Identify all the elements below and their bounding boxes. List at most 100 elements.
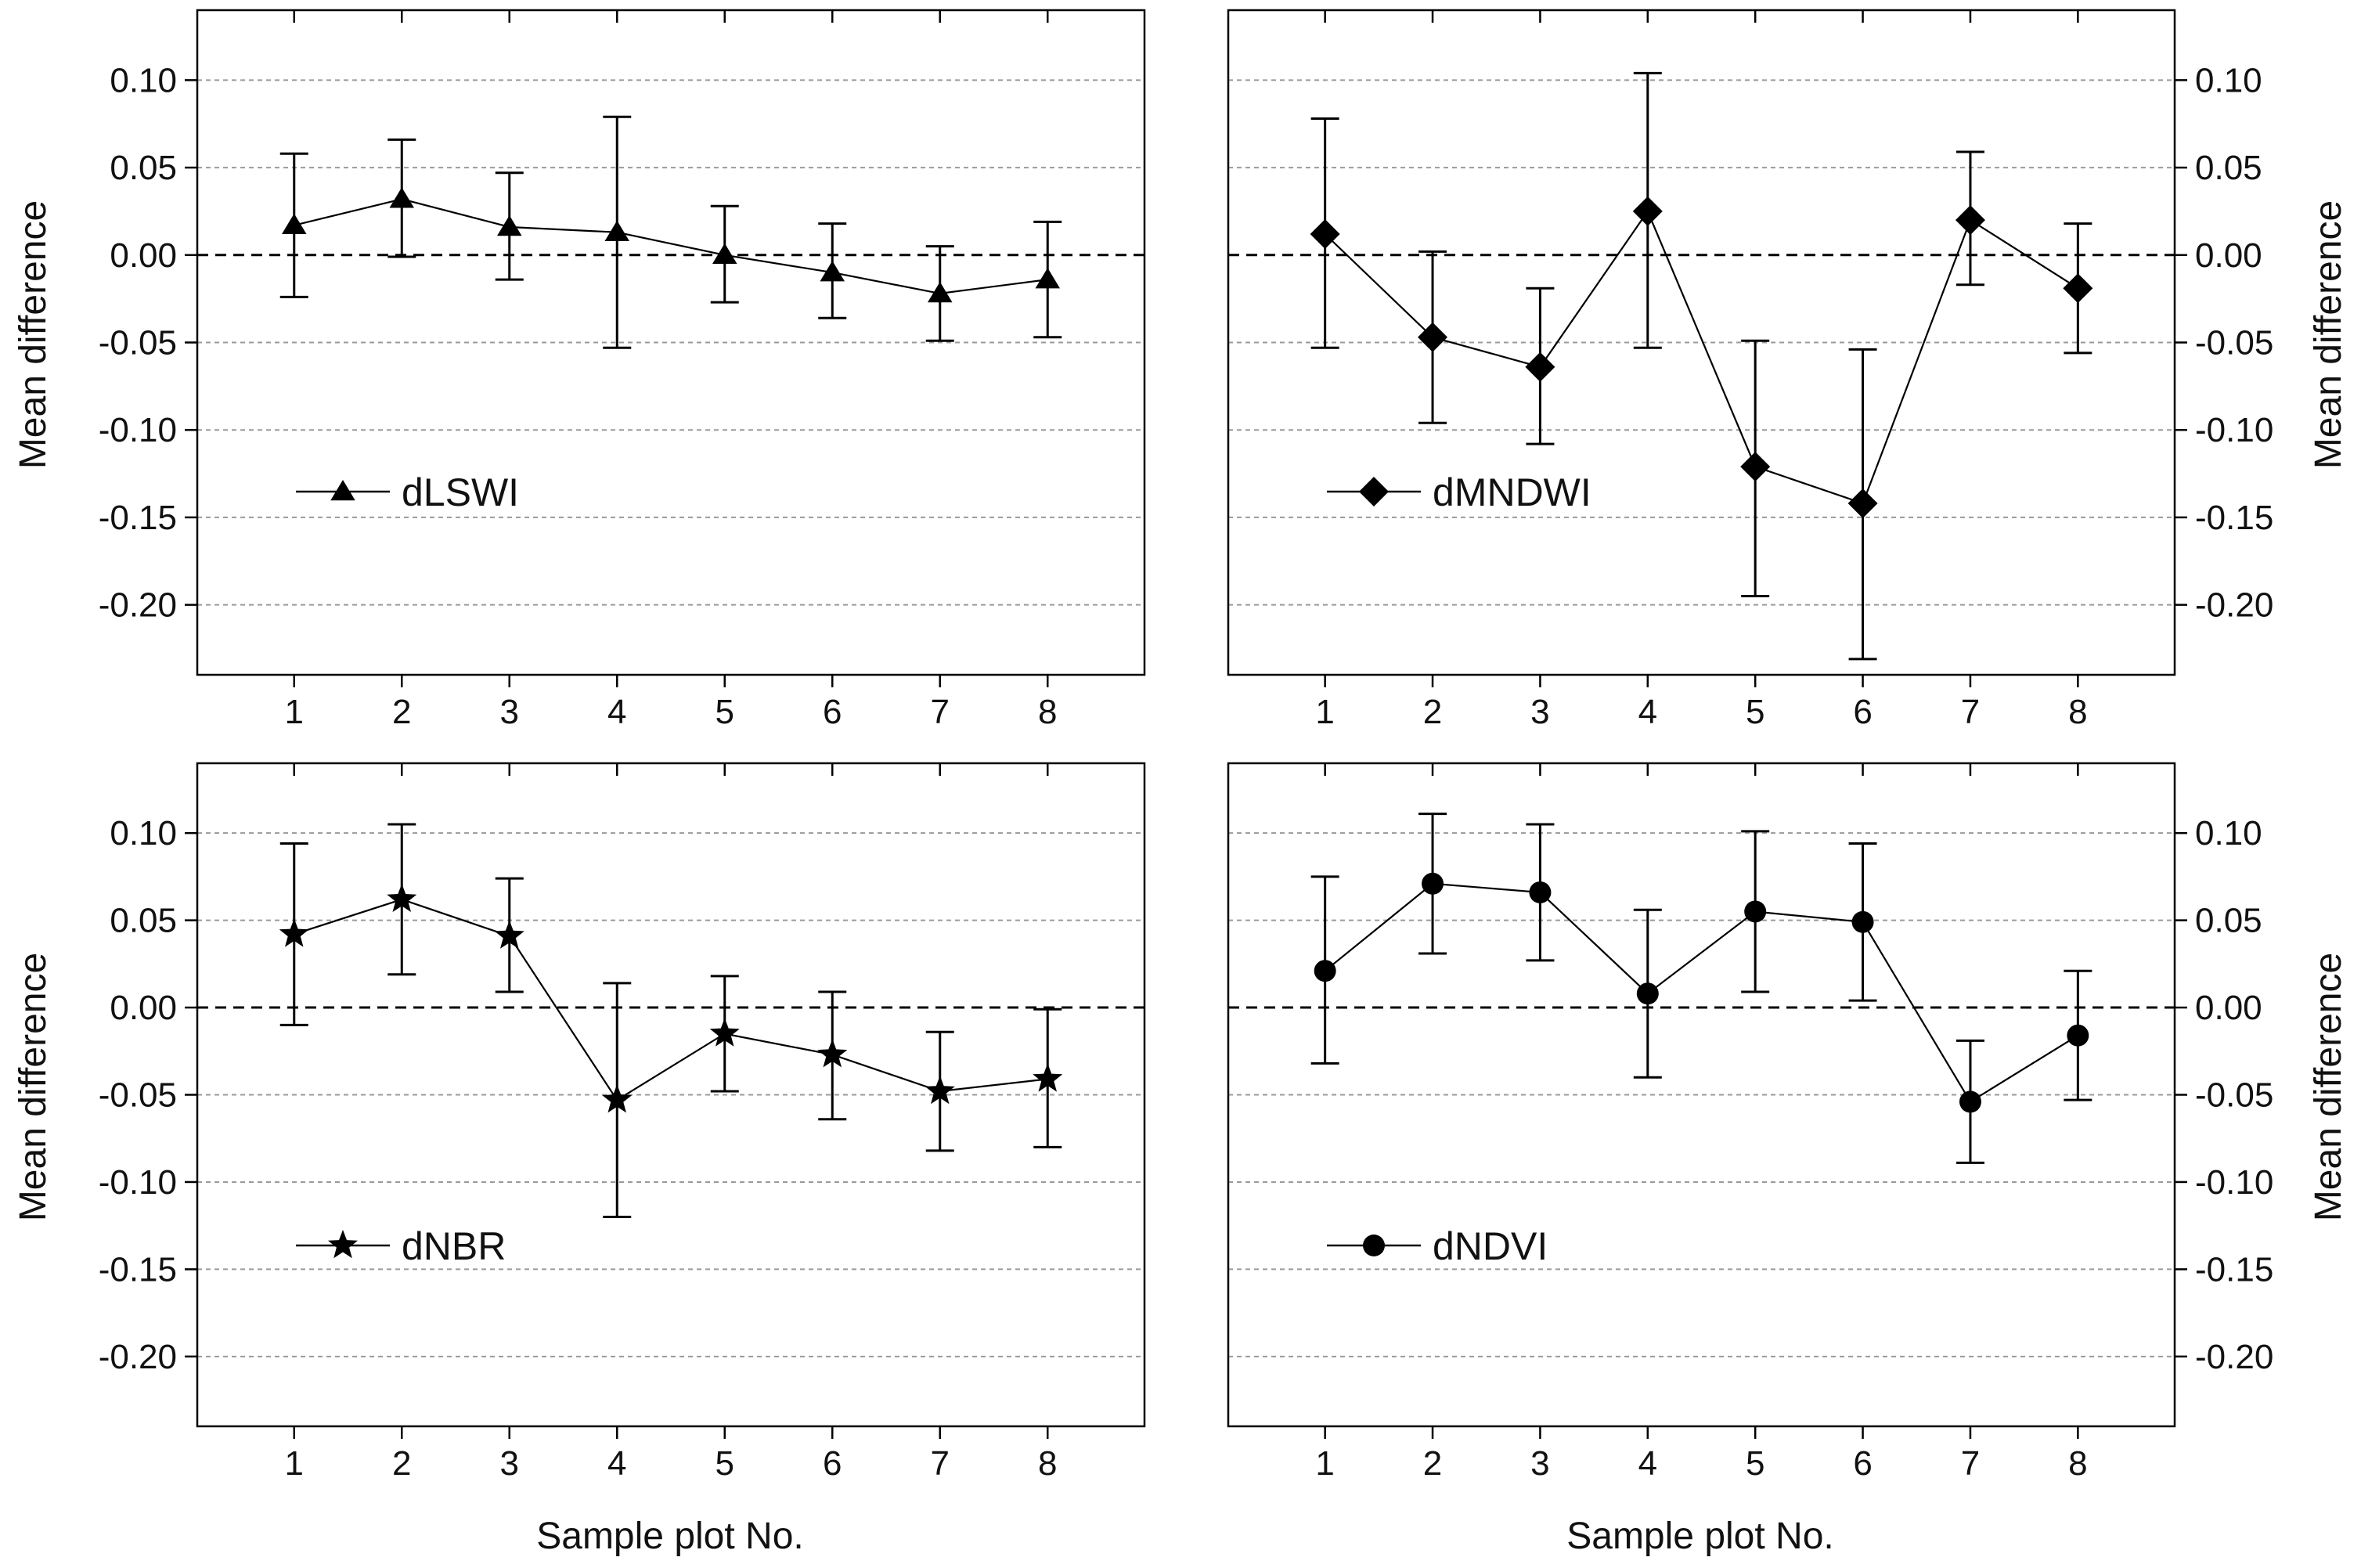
x-tick-label: 2 bbox=[392, 693, 411, 731]
data-point bbox=[389, 187, 414, 208]
data-point bbox=[604, 220, 629, 241]
y-tick-label: -0.10 bbox=[2195, 1163, 2273, 1202]
legend-marker bbox=[330, 480, 355, 501]
x-tick-label: 5 bbox=[716, 1444, 734, 1483]
y-tick-label: -0.15 bbox=[2195, 1250, 2273, 1289]
y-axis-title: Mean difference bbox=[2308, 953, 2349, 1221]
y-axis-title: Mean difference bbox=[2308, 200, 2349, 469]
data-point bbox=[497, 215, 522, 236]
x-axis-title-left: Sample plot No. bbox=[536, 1516, 804, 1557]
data-point bbox=[1632, 196, 1663, 226]
x-tick-label: 1 bbox=[285, 693, 304, 731]
y-tick-label: 0.00 bbox=[110, 236, 177, 275]
x-tick-label: 4 bbox=[1638, 1444, 1657, 1483]
y-tick-label: 0.05 bbox=[110, 902, 177, 940]
x-tick-label: 8 bbox=[1038, 1444, 1057, 1483]
y-tick-label: -0.20 bbox=[99, 1338, 177, 1376]
y-axis-title: Mean difference bbox=[13, 953, 54, 1221]
y-tick-label: 0.00 bbox=[2195, 236, 2262, 275]
data-point bbox=[1740, 452, 1771, 482]
x-tick-label: 1 bbox=[1315, 1444, 1334, 1483]
y-tick-label: -0.20 bbox=[2195, 586, 2273, 625]
data-point bbox=[1035, 268, 1060, 289]
x-tick-label: 7 bbox=[1961, 693, 1980, 731]
x-tick-label: 5 bbox=[1746, 693, 1764, 731]
data-point bbox=[1422, 872, 1444, 895]
data-point bbox=[2067, 1024, 2089, 1047]
legend-marker bbox=[1363, 1235, 1385, 1256]
legend-label: dNDVI bbox=[1433, 1224, 1548, 1268]
x-tick-label: 4 bbox=[607, 693, 626, 731]
x-tick-label: 1 bbox=[1315, 693, 1334, 731]
data-point bbox=[1851, 910, 1874, 933]
x-tick-label: 5 bbox=[716, 693, 734, 731]
chart-panel-bottom-left: 0.10 0.05 0.00 -0.05 -0.10 -0.15 -0.20 1 2 3 4 5 6 7 8… bbox=[13, 762, 1146, 1483]
y-tick-label: -0.20 bbox=[2195, 1338, 2273, 1376]
y-tick-label: -0.10 bbox=[99, 411, 177, 449]
x-tick-label: 6 bbox=[823, 693, 842, 731]
y-axis-title: Mean difference bbox=[13, 200, 54, 469]
data-point bbox=[820, 261, 845, 282]
data-point bbox=[1529, 881, 1552, 903]
data-point bbox=[712, 243, 737, 265]
x-tick-label: 8 bbox=[2068, 693, 2087, 731]
data-point bbox=[1525, 351, 1555, 382]
y-tick-label: 0.00 bbox=[2195, 989, 2262, 1027]
y-tick-label: -0.05 bbox=[2195, 1076, 2273, 1115]
y-tick-label: 0.05 bbox=[2195, 149, 2262, 187]
x-tick-label: 6 bbox=[823, 1444, 842, 1483]
data-point bbox=[1314, 960, 1336, 982]
y-tick-label: 0.10 bbox=[110, 814, 177, 852]
y-tick-label: -0.10 bbox=[2195, 411, 2273, 449]
x-tick-label: 6 bbox=[1853, 693, 1872, 731]
legend: dNBR bbox=[296, 1224, 506, 1268]
y-tick-label: 0.05 bbox=[110, 149, 177, 187]
y-tick-label: 0.05 bbox=[2195, 902, 2262, 940]
y-tick-label: -0.15 bbox=[2195, 499, 2273, 537]
y-tick-label: -0.10 bbox=[99, 1163, 177, 1202]
x-tick-label: 4 bbox=[607, 1444, 626, 1483]
x-tick-label: 3 bbox=[500, 1444, 519, 1483]
y-tick-label: -0.15 bbox=[99, 499, 177, 537]
legend-marker bbox=[1359, 477, 1389, 506]
x-tick-label: 7 bbox=[931, 1444, 950, 1483]
legend-label: dMNDWI bbox=[1433, 470, 1591, 514]
data-point bbox=[817, 1039, 848, 1068]
x-tick-label: 7 bbox=[1961, 1444, 1980, 1483]
legend-label: dLSWI bbox=[402, 470, 519, 514]
y-tick-label: -0.05 bbox=[99, 324, 177, 362]
x-tick-label: 3 bbox=[1530, 693, 1549, 731]
x-tick-label: 2 bbox=[1423, 693, 1442, 731]
x-tick-label: 8 bbox=[1038, 693, 1057, 731]
legend-label: dNBR bbox=[402, 1224, 506, 1268]
data-point bbox=[279, 918, 309, 947]
legend: dLSWI bbox=[296, 470, 519, 514]
chart-panel-bottom-right: 0.10 0.05 0.00 -0.05 -0.10 -0.15 -0.20 1 2 3 4 5 6 7 8… bbox=[1227, 762, 2349, 1483]
x-tick-label: 6 bbox=[1853, 1444, 1872, 1483]
data-point bbox=[1959, 1090, 1981, 1113]
x-tick-label: 7 bbox=[931, 693, 950, 731]
data-point bbox=[928, 281, 953, 303]
data-point bbox=[1847, 488, 1878, 519]
x-tick-label: 1 bbox=[285, 1444, 304, 1483]
series-line bbox=[1324, 209, 2078, 505]
series-line bbox=[1324, 882, 2078, 1103]
data-point bbox=[1418, 322, 1448, 352]
x-tick-label: 3 bbox=[1530, 1444, 1549, 1483]
y-tick-label: -0.20 bbox=[99, 586, 177, 625]
x-tick-label: 5 bbox=[1746, 1444, 1764, 1483]
chart-panel-top-right: 0.10 0.05 0.00 -0.05 -0.10 -0.15 -0.20 1 2 3 4 5 6 7 8… bbox=[1227, 9, 2349, 731]
data-point bbox=[925, 1076, 955, 1105]
data-point bbox=[709, 1018, 740, 1047]
legend-marker bbox=[328, 1230, 358, 1259]
y-tick-label: 0.10 bbox=[2195, 61, 2262, 99]
data-point bbox=[1310, 218, 1340, 249]
y-tick-label: -0.05 bbox=[99, 1076, 177, 1115]
data-point bbox=[1033, 1063, 1063, 1092]
series-line bbox=[294, 898, 1048, 1101]
x-tick-label: 3 bbox=[500, 693, 519, 731]
data-point bbox=[282, 213, 307, 235]
y-tick-label: 0.10 bbox=[110, 61, 177, 99]
legend: dMNDWI bbox=[1327, 470, 1591, 514]
